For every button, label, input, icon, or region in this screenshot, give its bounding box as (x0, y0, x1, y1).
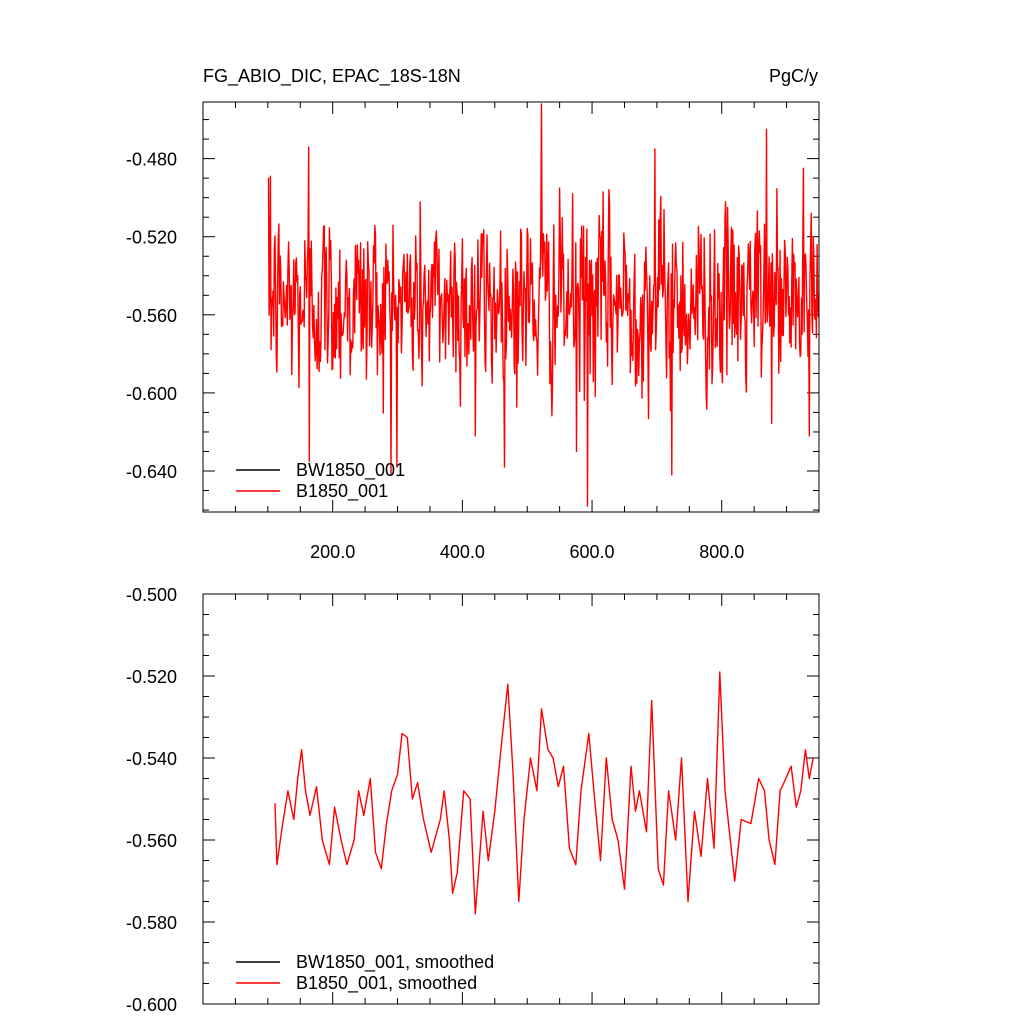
top-panel-x-tick-labels: 200.0 400.0 600.0 800.0 (310, 542, 744, 562)
bottom-panel-y-tick-labels: -0.500 -0.520 -0.540 -0.560 -0.580 -0.600 (126, 585, 177, 1015)
y-tick-label: -0.640 (126, 462, 177, 482)
bottom-panel: -0.500 -0.520 -0.540 -0.560 -0.580 -0.600 BW1… (126, 585, 820, 1015)
bottom-panel-series (274, 671, 814, 915)
x-tick-label: 400.0 (440, 542, 485, 562)
y-tick-label: -0.600 (126, 995, 177, 1015)
y-tick-label: -0.520 (126, 667, 177, 687)
legend-label-bw1850-smoothed: BW1850_001, smoothed (296, 952, 494, 973)
figure-title: FG_ABIO_DIC, EPAC_18S-18N (203, 66, 461, 87)
top-panel: -0.480 -0.520 -0.560 -0.600 -0.640 200.0 400.… (126, 101, 820, 562)
legend-label-b1850-smoothed: B1850_001, smoothed (296, 973, 477, 994)
top-panel-frame (202, 101, 820, 513)
y-tick-label: -0.560 (126, 831, 177, 851)
units-label: PgC/y (769, 66, 818, 86)
x-tick-label: 200.0 (310, 542, 355, 562)
top-panel-ticks (203, 102, 819, 512)
legend-label-b1850: B1850_001 (296, 481, 388, 502)
series-line-b1850 (274, 671, 814, 915)
y-tick-label: -0.560 (126, 306, 177, 326)
x-tick-label: 800.0 (699, 542, 744, 562)
top-panel-series (267, 103, 819, 507)
y-tick-label: -0.540 (126, 749, 177, 769)
y-tick-label: -0.580 (126, 913, 177, 933)
top-panel-y-tick-labels: -0.480 -0.520 -0.560 -0.600 -0.640 (126, 150, 177, 482)
series-line-b1850 (267, 103, 819, 507)
bottom-panel-frame (202, 593, 820, 1005)
legend-label-bw1850: BW1850_001 (296, 460, 405, 481)
y-tick-label: -0.520 (126, 228, 177, 248)
x-tick-label: 600.0 (570, 542, 615, 562)
top-legend: BW1850_001 B1850_001 (236, 460, 405, 502)
y-tick-label: -0.480 (126, 150, 177, 170)
y-tick-label: -0.600 (126, 384, 177, 404)
y-tick-label: -0.500 (126, 585, 177, 605)
bottom-legend: BW1850_001, smoothed B1850_001, smoothed (236, 952, 494, 994)
